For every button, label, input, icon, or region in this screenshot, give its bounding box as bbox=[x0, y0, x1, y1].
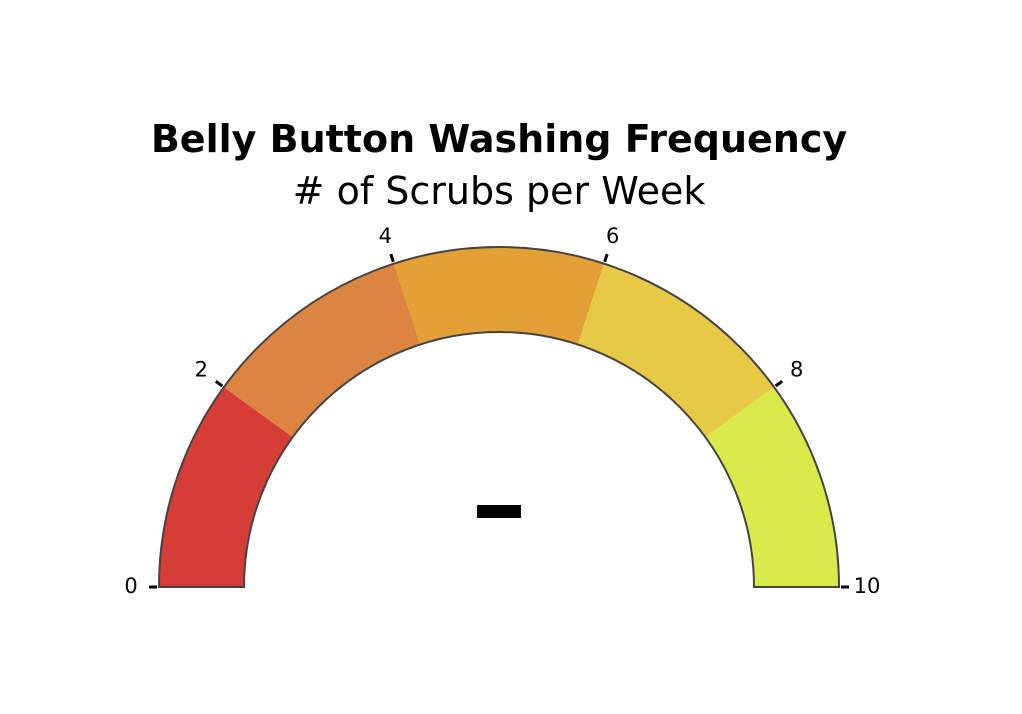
gauge-tick-2 bbox=[214, 380, 224, 388]
gauge-value-indicator bbox=[477, 505, 521, 518]
gauge-bands bbox=[157, 246, 841, 588]
gauge-title: Belly Button Washing Frequency bbox=[150, 117, 848, 161]
gauge-tick-6 bbox=[603, 253, 609, 263]
gauge-band-1 bbox=[159, 387, 293, 587]
gauge-band-5 bbox=[705, 387, 839, 587]
gauge-band-3 bbox=[393, 247, 605, 345]
gauge-tick-label: 4 bbox=[379, 224, 392, 248]
gauge-tick-label: 8 bbox=[790, 358, 803, 382]
gauge-tick-4 bbox=[389, 253, 395, 263]
gauge-band-4 bbox=[577, 263, 775, 438]
gauge-tick-8 bbox=[774, 380, 784, 388]
gauge-tick-label: 10 bbox=[854, 574, 881, 598]
gauge-band-2 bbox=[223, 263, 421, 438]
gauge-tick-label: 2 bbox=[195, 358, 208, 382]
gauge-ticks bbox=[149, 253, 849, 589]
gauge-tick-labels: 0 2 4 6 8 10 bbox=[124, 224, 880, 598]
gauge-tick-label: 0 bbox=[124, 574, 137, 598]
gauge-tick-label: 6 bbox=[606, 224, 619, 248]
gauge-outline bbox=[157, 246, 841, 588]
gauge-subtitle: # of Scrubs per Week bbox=[292, 169, 706, 213]
